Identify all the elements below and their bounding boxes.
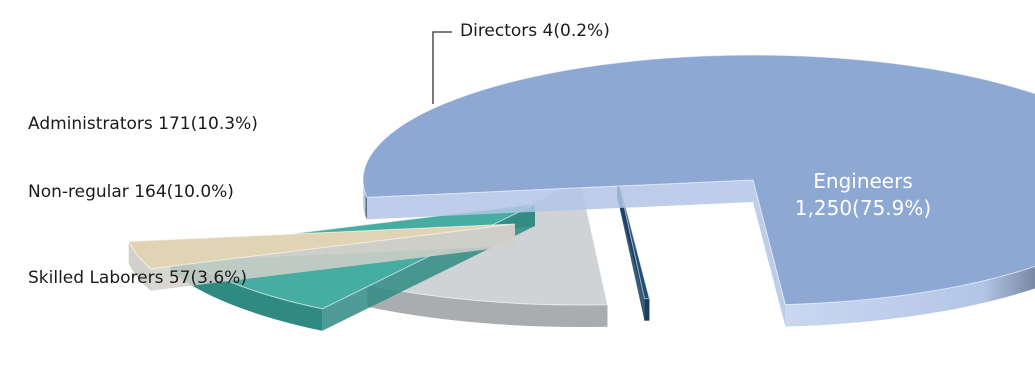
slice-engineers	[362, 54, 1035, 327]
slice-side-non-regular	[170, 248, 323, 331]
label-non-regular: Non-regular 164(10.0%)	[28, 182, 234, 202]
label-engineers-name: Engineers	[813, 169, 913, 193]
label-administrators: Administrators 171(10.3%)	[28, 114, 258, 134]
label-engineers-value: 1,250(75.9%)	[794, 196, 932, 220]
slice-side-engineers	[785, 266, 1035, 327]
slice-skilled-laborers	[128, 223, 516, 291]
label-engineers: Engineers 1,250(75.9%)	[778, 168, 948, 222]
label-directors: Directors 4(0.2%)	[460, 21, 610, 41]
label-skilled-laborers: Skilled Laborers 57(3.6%)	[28, 268, 247, 288]
slice-top-engineers	[362, 54, 1035, 306]
directors-leader-line	[432, 31, 452, 104]
slice-top-skilled-laborers	[128, 223, 516, 270]
